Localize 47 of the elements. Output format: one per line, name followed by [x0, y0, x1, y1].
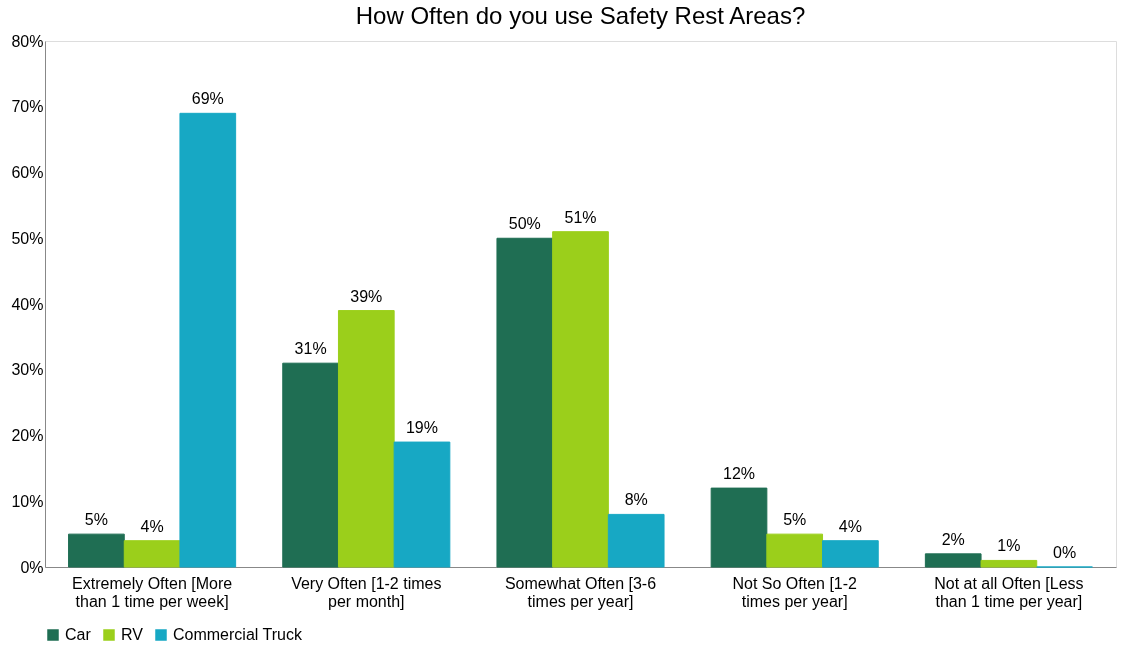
- bar: [123, 540, 181, 568]
- x-tick-label: Very Often [1-2 times per month]: [291, 574, 442, 610]
- bar: [282, 362, 339, 568]
- y-tick-label: 70%: [11, 98, 44, 116]
- bar: [179, 112, 237, 568]
- data-label: 5%: [783, 511, 807, 529]
- data-label: 0%: [1053, 544, 1077, 561]
- y-tick-label: 40%: [11, 295, 44, 313]
- bar: [766, 533, 824, 568]
- y-tick-label: 10%: [11, 492, 44, 510]
- y-tick-label: 50%: [11, 229, 44, 247]
- data-label: 1%: [997, 537, 1021, 555]
- data-label: 12%: [722, 465, 756, 483]
- legend-label: Car: [65, 626, 92, 643]
- bar: [710, 487, 768, 568]
- bar: [607, 513, 665, 568]
- data-label: 39%: [350, 287, 383, 305]
- legend-label: RV: [121, 626, 144, 643]
- x-tick-label: Somewhat Often [3-6 times per year]: [504, 574, 657, 610]
- data-label: 8%: [624, 491, 648, 509]
- data-label: 50%: [508, 215, 541, 233]
- data-label: 4%: [838, 517, 862, 535]
- bar: [822, 540, 879, 568]
- data-label: 2%: [941, 530, 965, 548]
- data-label: 31%: [294, 340, 327, 358]
- bar: [496, 237, 554, 568]
- bar: [337, 310, 395, 568]
- y-tick-label: 60%: [11, 164, 44, 181]
- x-tick-label: Not So Often [1-2 times per year]: [732, 574, 858, 610]
- x-tick-label: Extremely Often [More than 1 time per week]: [72, 574, 233, 610]
- y-tick-label: 0%: [20, 558, 44, 576]
- data-label: 19%: [405, 419, 439, 437]
- y-tick-label: 80%: [11, 32, 44, 50]
- data-label: 51%: [564, 208, 597, 226]
- bar: [393, 441, 451, 568]
- x-tick-label: Not at all Often [Less than 1 time per year]: [934, 574, 1084, 610]
- y-tick-label: 20%: [11, 427, 44, 444]
- legend-label: Commercial Truck: [173, 626, 303, 643]
- bar: [924, 553, 982, 568]
- data-label: 69%: [191, 90, 224, 108]
- data-label: 5%: [84, 511, 108, 529]
- bar: [552, 231, 609, 568]
- chart-title: How Often do you use Safety Rest Areas?: [355, 2, 806, 29]
- data-label: 4%: [140, 517, 164, 535]
- bar: [980, 559, 1038, 568]
- bar: [68, 533, 125, 568]
- y-tick-label: 30%: [11, 361, 44, 379]
